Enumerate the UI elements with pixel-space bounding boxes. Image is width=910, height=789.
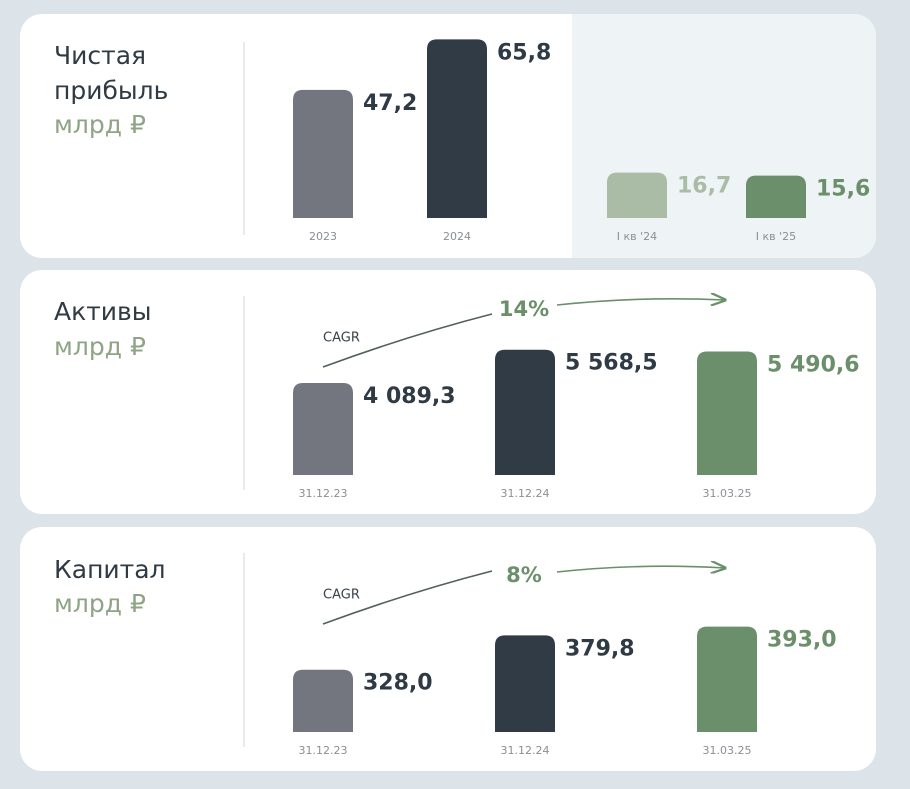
category-label: 31.12.23 [299, 744, 348, 757]
value-label: 5 568,5 [565, 351, 658, 376]
panel-title: Чистая прибыль [54, 41, 169, 105]
bar [293, 89, 353, 218]
bar [293, 382, 353, 475]
bar [697, 626, 757, 732]
category-label: 2023 [309, 230, 337, 243]
category-label: 31.03.25 [703, 487, 752, 500]
panel-title: Активы [54, 297, 152, 326]
value-label: 393,0 [767, 628, 837, 653]
category-label: I кв '24 [617, 230, 657, 243]
value-label: 328,0 [363, 671, 433, 696]
value-label: 4 089,3 [363, 384, 456, 409]
bar [495, 349, 555, 475]
value-label: 379,8 [565, 636, 635, 661]
cagr-arrow [556, 566, 725, 572]
bar [293, 669, 353, 732]
category-label: 31.12.23 [299, 487, 348, 500]
bar [746, 175, 806, 218]
cagr-value: 8% [506, 563, 542, 587]
value-label: 15,6 [816, 177, 870, 202]
cagr-curve [322, 313, 493, 368]
value-label: 5 490,6 [767, 352, 860, 377]
bar [697, 351, 757, 475]
cagr-curve [322, 570, 493, 625]
bar [427, 39, 487, 219]
cagr-label: CAGR [323, 588, 360, 603]
value-label: 65,8 [497, 40, 551, 65]
category-label: 2024 [443, 230, 471, 243]
category-label: I кв '25 [756, 230, 796, 243]
value-label: 47,2 [363, 91, 417, 116]
category-label: 31.12.24 [501, 487, 550, 500]
cagr-label: CAGR [323, 331, 360, 346]
panel-title: Капитал [54, 555, 166, 584]
cagr-arrow [556, 299, 725, 305]
category-label: 31.12.24 [501, 744, 550, 757]
panel-unit: млрд ₽ [54, 589, 146, 618]
category-label: 31.03.25 [703, 744, 752, 757]
bar [607, 172, 667, 218]
panel-unit: млрд ₽ [54, 110, 146, 139]
cagr-value: 14% [499, 297, 549, 321]
value-label: 16,7 [677, 174, 731, 199]
panel-unit: млрд ₽ [54, 332, 146, 361]
bar [495, 635, 555, 732]
